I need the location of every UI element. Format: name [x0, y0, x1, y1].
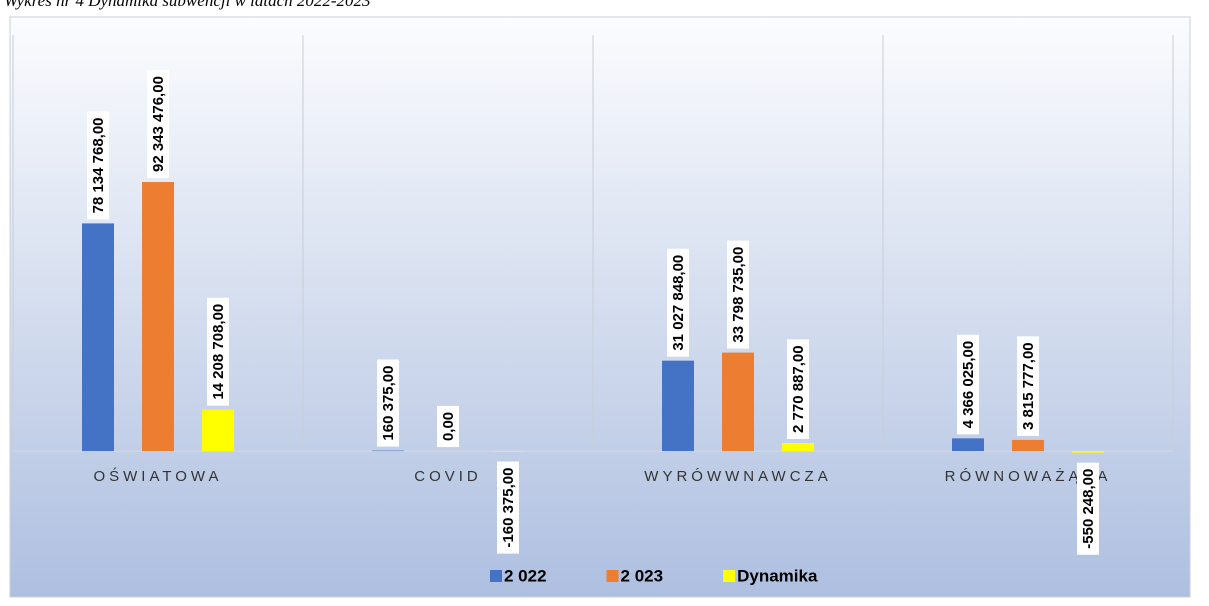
data-label-text: 4 366 025,00	[960, 341, 977, 429]
legend: 2 022 2 023 Dynamika	[490, 566, 818, 585]
data-label: -550 248,00	[1077, 462, 1099, 555]
bar	[1012, 439, 1044, 452]
bar	[722, 352, 754, 452]
chart-title: Wykres nr 4 Dynamika subwencji w latach …	[4, 0, 371, 10]
data-label-box	[87, 111, 109, 220]
data-label: 4 366 025,00	[957, 334, 979, 435]
legend-label: 2 023	[621, 566, 664, 585]
bar	[1072, 451, 1104, 453]
data-label-text: 3 815 777,00	[1020, 342, 1037, 430]
data-label-box	[667, 248, 689, 357]
data-label: 3 815 777,00	[1017, 336, 1039, 436]
data-label: 33 798 735,00	[727, 240, 749, 349]
legend-swatch	[606, 570, 619, 582]
bar	[372, 450, 404, 452]
data-label-box	[727, 240, 749, 349]
data-label: 78 134 768,00	[87, 111, 109, 220]
bar	[142, 182, 174, 452]
bar	[202, 409, 234, 452]
bar	[782, 442, 814, 452]
x-tick-label: COVID	[414, 468, 482, 485]
data-label-box	[957, 334, 979, 435]
data-label-text: -160 375,00	[500, 468, 517, 548]
data-label: 92 343 476,00	[147, 70, 169, 179]
x-tick-label: OŚWIATOWA	[93, 467, 222, 485]
bar	[82, 223, 114, 452]
data-label-box	[147, 70, 169, 179]
x-tick-label: RÓWNOWAŻĄCA	[945, 467, 1112, 485]
data-label-box	[1017, 336, 1039, 436]
legend-swatch	[490, 570, 502, 582]
data-label-box	[377, 359, 399, 447]
x-tick-label: WYRÓWWNAWCZA	[644, 468, 831, 485]
data-label: 160 375,00	[377, 359, 399, 447]
data-label-text: 0,00	[440, 412, 457, 441]
data-label-text: 78 134 768,00	[90, 117, 107, 213]
legend-label: 2 022	[504, 566, 547, 585]
bar	[492, 451, 524, 452]
bar	[952, 438, 984, 452]
data-label-box	[1077, 462, 1099, 555]
data-label-box	[207, 297, 229, 406]
data-label: 31 027 848,00	[667, 248, 689, 357]
data-label: -160 375,00	[497, 461, 519, 554]
data-label-text: -550 248,00	[1080, 469, 1097, 549]
data-label-text: 31 027 848,00	[670, 255, 687, 351]
data-label-box	[437, 405, 459, 448]
data-label: 14 208 708,00	[207, 297, 229, 406]
legend-swatch	[723, 570, 736, 582]
data-label-box	[497, 461, 519, 554]
data-label-text: 2 770 887,00	[790, 345, 807, 433]
data-label-text: 160 375,00	[380, 366, 397, 441]
data-label-text: 33 798 735,00	[730, 247, 747, 343]
data-label-text: 14 208 708,00	[210, 304, 227, 400]
data-label: 0,00	[437, 405, 459, 448]
legend-label: Dynamika	[737, 566, 818, 585]
chart-background	[9, 16, 1191, 598]
data-label-box	[787, 339, 809, 439]
data-label: 2 770 887,00	[787, 339, 809, 439]
data-label-text: 92 343 476,00	[150, 76, 167, 172]
bar	[662, 360, 694, 452]
